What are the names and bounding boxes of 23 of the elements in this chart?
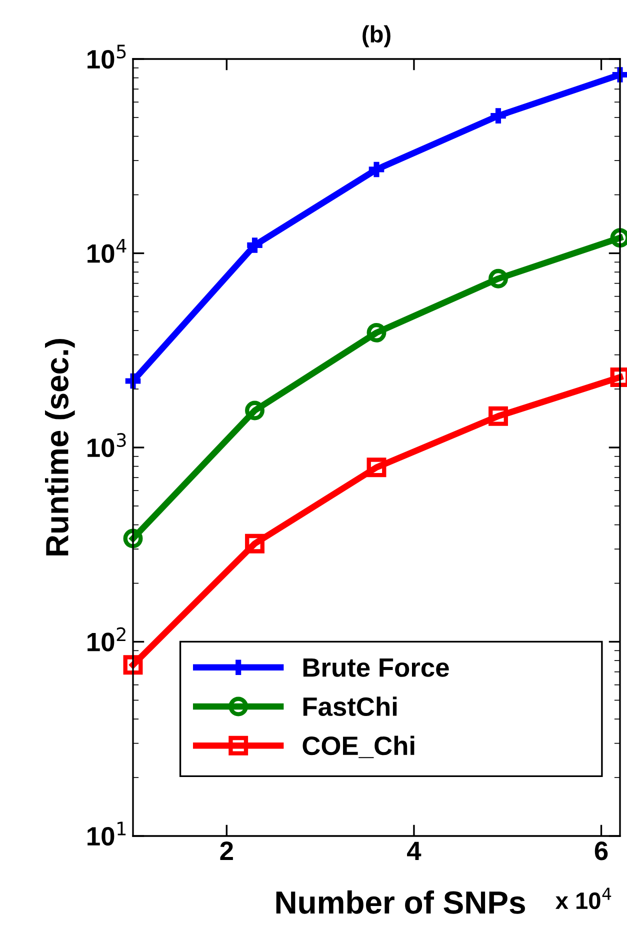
point	[245, 534, 264, 554]
point	[488, 406, 508, 426]
legend-label: Brute Force	[303, 658, 449, 677]
legend-label: FastChi	[303, 696, 397, 716]
y-tick-label: 10$^{2}$	[88, 627, 126, 652]
point	[123, 528, 143, 548]
point	[366, 458, 386, 478]
y-axis-title: Runtime (sec.)	[45, 339, 75, 556]
point	[488, 268, 508, 288]
legend-label: COE_Chi	[302, 736, 414, 758]
point	[366, 322, 386, 342]
y-tick-label: 10$^{4}$	[88, 239, 126, 263]
y-tick-label: 10$^{1}$	[88, 822, 126, 846]
point	[245, 400, 264, 420]
chart-title: (b)	[362, 25, 390, 48]
x-tick-label: 2	[220, 842, 233, 860]
point	[123, 655, 143, 675]
x-axis-title: Number of SNPs	[276, 890, 525, 914]
x-tick-label: 4	[407, 842, 422, 860]
y-tick-label: 10$^{3}$	[88, 433, 126, 458]
text: x 10$^{4}$	[555, 888, 612, 910]
x-tick-label: 6	[594, 842, 608, 860]
y-tick-label: 10$^{5}$	[88, 44, 126, 69]
